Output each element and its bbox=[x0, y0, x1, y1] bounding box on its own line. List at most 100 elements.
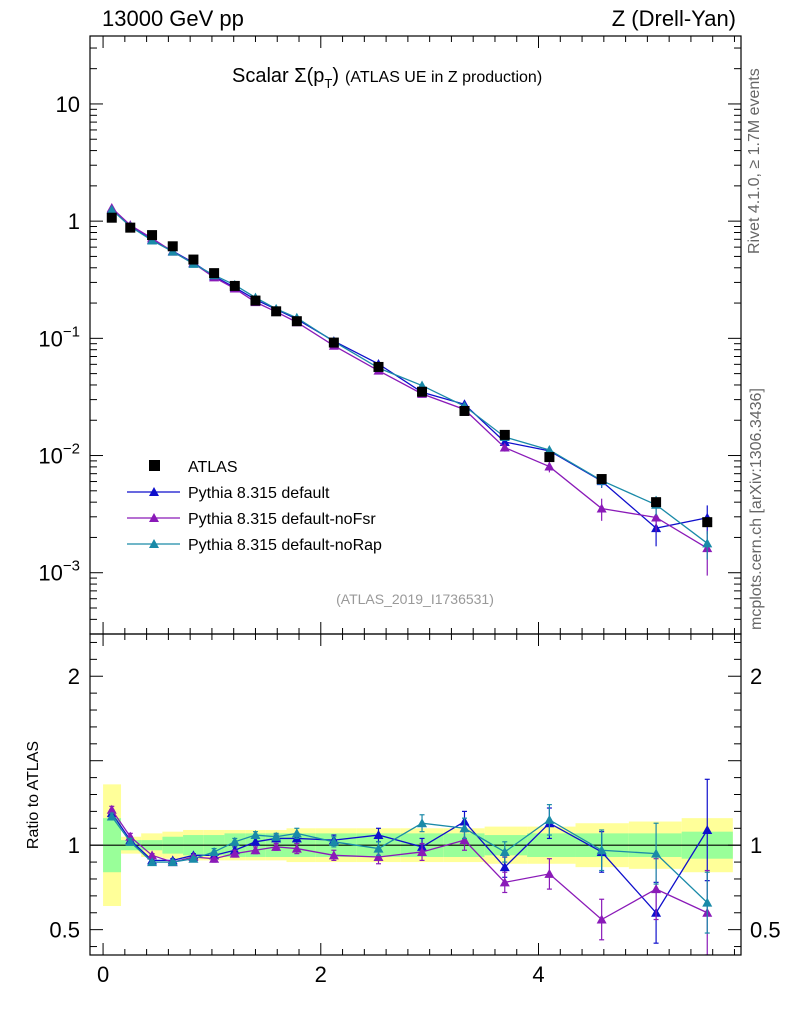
ratio-marker-series-2-15 bbox=[544, 814, 555, 824]
data-point-4 bbox=[188, 254, 199, 265]
xtick-label-0: 0 bbox=[97, 962, 109, 987]
ratio-marker-series-1-14 bbox=[499, 877, 510, 887]
ytick-main-label-exp: −2 bbox=[63, 441, 80, 458]
ytick-main-label-1: 1 bbox=[68, 209, 80, 234]
mcplots-reference: mcplots.cern.ch [arXiv:1306.3436] bbox=[748, 388, 765, 630]
ratio-marker-series-2-4 bbox=[188, 853, 199, 863]
data-point-12 bbox=[417, 386, 428, 397]
axis-ticks bbox=[90, 36, 741, 955]
data-point-0 bbox=[106, 212, 117, 223]
ratio-marker-series-0-14 bbox=[499, 862, 510, 872]
ratio-marker-series-0-18 bbox=[702, 824, 713, 834]
ratio-marker-series-2-0 bbox=[106, 811, 117, 821]
main-marker-series-2-0 bbox=[106, 204, 117, 214]
header-left: 13000 GeV pp bbox=[102, 6, 244, 31]
plot-title: Scalar Σ(pT) (ATLAS UE in Z production) bbox=[232, 65, 542, 91]
main-marker-series-2-18 bbox=[702, 538, 713, 548]
ratio-marker-series-2-6 bbox=[229, 836, 240, 846]
legend-label-2: Pythia 8.315 default-noFsr bbox=[188, 511, 376, 528]
ratio-marker-series-2-3 bbox=[167, 857, 178, 867]
ytick-main-label-base: 10 bbox=[38, 444, 62, 469]
legend-marker-1 bbox=[149, 487, 159, 496]
ratio-marker-series-2-10 bbox=[328, 836, 339, 846]
ratio-marker-series-1-0 bbox=[106, 804, 117, 814]
ratio-marker-series-0-11 bbox=[373, 830, 384, 840]
ratio-marker-series-1-5 bbox=[209, 853, 220, 863]
ratio-marker-series-2-5 bbox=[209, 846, 220, 856]
ratio-ylabel: Ratio to ATLAS bbox=[25, 741, 42, 849]
ratio-marker-series-2-16 bbox=[596, 845, 607, 855]
data-point-9 bbox=[291, 316, 302, 327]
ytick-main-label-3: 10−2 bbox=[38, 441, 80, 469]
ratio-marker-series-1-15 bbox=[544, 868, 555, 878]
ratio-marker-series-2-14 bbox=[499, 846, 510, 856]
ytick-ratio-label-left-1: 1 bbox=[68, 833, 80, 858]
ratio-marker-series-1-7 bbox=[250, 845, 261, 855]
legend-marker-2 bbox=[149, 513, 159, 522]
data-point-14 bbox=[499, 429, 510, 440]
main-marker-series-0-14 bbox=[499, 436, 510, 446]
ytick-main-label-base: 10 bbox=[38, 326, 62, 351]
ytick-ratio-label-left-2: 2 bbox=[68, 664, 80, 689]
ratio-marker-series-2-18 bbox=[702, 897, 713, 907]
data-point-1 bbox=[125, 222, 136, 233]
legend: ATLAS Pythia 8.315 default Pythia 8.315 de… bbox=[127, 459, 382, 554]
main-marker-series-1-15 bbox=[544, 461, 555, 471]
legend-label-1: Pythia 8.315 default bbox=[188, 485, 330, 502]
plot-title-rest: (ATLAS UE in Z production) bbox=[345, 69, 542, 86]
ratio-marker-series-1-17 bbox=[651, 884, 662, 894]
main-marker-series-1-14 bbox=[499, 442, 510, 452]
ytick-main-label-base: 1 bbox=[68, 209, 80, 234]
ratio-marker-series-1-2 bbox=[147, 850, 158, 860]
rivet-version: Rivet 4.1.0, ≥ 1.7M events bbox=[746, 68, 763, 254]
ratio-panel-frame bbox=[89, 633, 742, 956]
ytick-ratio-label-right-1: 1 bbox=[750, 833, 762, 858]
ratio-marker-series-2-2 bbox=[147, 857, 158, 867]
ratio-marker-series-2-17 bbox=[651, 848, 662, 858]
ytick-main-label-base: 10 bbox=[38, 561, 62, 586]
main-line-series-0 bbox=[111, 208, 708, 529]
ytick-main-label-2: 10−1 bbox=[38, 323, 80, 351]
ytick-ratio-label-right-2: 2 bbox=[750, 664, 762, 689]
data-point-7 bbox=[250, 295, 261, 306]
data-point-5 bbox=[209, 268, 220, 279]
legend-marker-data bbox=[149, 460, 160, 471]
main-data-points bbox=[106, 212, 713, 528]
legend-label-3: Pythia 8.315 default-noRap bbox=[188, 537, 382, 554]
ytick-main-label-base: 10 bbox=[56, 92, 80, 117]
ratio-marker-series-1-8 bbox=[271, 841, 282, 851]
xtick-label-1: 2 bbox=[315, 962, 327, 987]
data-point-17 bbox=[651, 497, 662, 508]
ytick-main-label-4: 10−3 bbox=[38, 558, 80, 586]
data-point-10 bbox=[328, 337, 339, 348]
analysis-tag: (ATLAS_2019_I1736531) bbox=[336, 591, 494, 607]
plot-title-main: Scalar Σ(p bbox=[232, 65, 324, 87]
ratio-marker-series-0-7 bbox=[250, 836, 261, 846]
data-point-15 bbox=[544, 452, 555, 463]
ytick-main-label-exp: −3 bbox=[63, 558, 80, 575]
ratio-marker-series-1-11 bbox=[373, 852, 384, 862]
legend-label-0: ATLAS bbox=[188, 459, 238, 476]
ratio-marker-series-2-7 bbox=[250, 830, 261, 840]
ratio-marker-series-2-12 bbox=[417, 818, 428, 828]
ratio-marker-series-1-10 bbox=[328, 850, 339, 860]
xtick-label-2: 4 bbox=[532, 962, 544, 987]
data-point-8 bbox=[271, 306, 282, 317]
ratio-marker-series-1-12 bbox=[417, 846, 428, 856]
data-point-6 bbox=[229, 280, 240, 291]
plot-title-sub: T bbox=[324, 76, 332, 91]
data-point-2 bbox=[147, 230, 158, 241]
ratio-marker-series-2-9 bbox=[291, 828, 302, 838]
ratio-marker-series-2-13 bbox=[459, 823, 470, 833]
main-marker-series-2-15 bbox=[544, 444, 555, 454]
ratio-marker-series-2-1 bbox=[125, 836, 136, 846]
ytick-ratio-label-left-0: 0.5 bbox=[49, 918, 80, 943]
data-point-3 bbox=[167, 241, 178, 252]
legend-marker-3 bbox=[149, 539, 159, 548]
data-point-16 bbox=[596, 474, 607, 485]
header-right: Z (Drell-Yan) bbox=[611, 6, 736, 31]
plot-title-close: ) bbox=[332, 65, 339, 87]
ratio-marker-series-1-16 bbox=[596, 914, 607, 924]
